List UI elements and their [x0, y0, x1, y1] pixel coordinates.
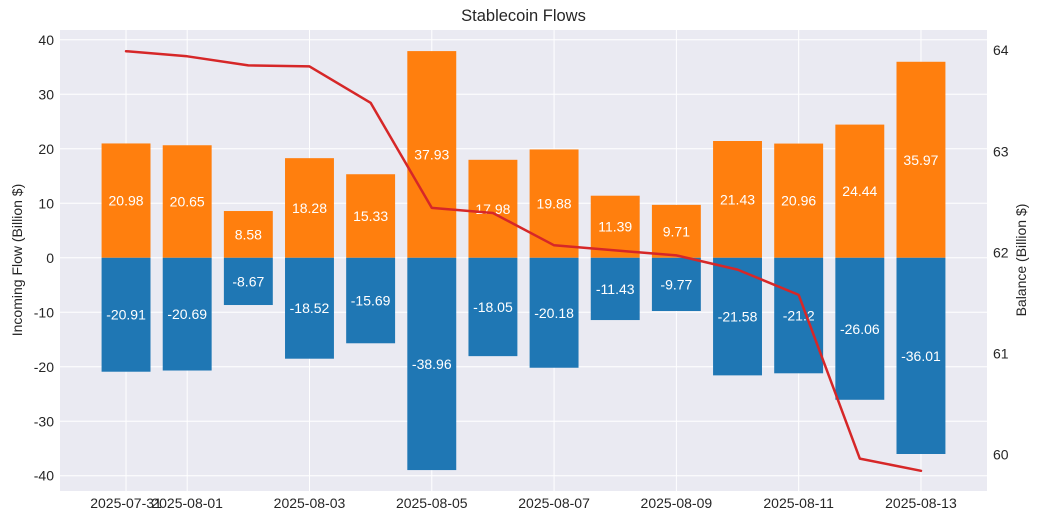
- outflow-bar: [651, 257, 701, 312]
- outflow-bar: [529, 257, 579, 368]
- y2-tick-label: 63: [993, 143, 1009, 159]
- inflow-bar: [774, 143, 824, 258]
- y-tick-label: 40: [38, 32, 54, 48]
- x-tick-label: 2025-08-11: [763, 495, 834, 511]
- outflow-bar: [468, 257, 518, 357]
- x-tick-label: 2025-08-05: [396, 495, 468, 511]
- y-tick-label: -10: [34, 304, 54, 320]
- bar-value-label: 18.28: [292, 200, 327, 216]
- inflow-bar: [835, 124, 885, 258]
- outflow-bar: [346, 257, 396, 344]
- bar-value-label: 11.39: [598, 219, 632, 235]
- x-tick-label: 2025-08-03: [274, 495, 346, 511]
- bar-value-label: 21.43: [720, 191, 755, 207]
- bar-value-label: 19.88: [537, 196, 572, 212]
- bar-value-label: -20.18: [534, 305, 574, 321]
- y2-axis-label: Balance (Billion $): [1013, 204, 1029, 317]
- y2-tick-label: 61: [993, 346, 1009, 362]
- bar-value-label: -21.58: [718, 309, 758, 325]
- y-tick-label: -30: [34, 413, 54, 429]
- y-tick-label: -40: [34, 468, 54, 484]
- inflow-bar: [407, 51, 457, 258]
- bar-value-label: 20.65: [170, 194, 205, 210]
- x-tick-label: 2025-08-07: [518, 495, 590, 511]
- y-tick-label: -20: [34, 359, 54, 375]
- bar-value-label: -20.91: [106, 307, 146, 323]
- x-tick-label: 2025-08-09: [641, 495, 713, 511]
- bar-value-label: -18.05: [473, 299, 513, 315]
- bar-value-label: -21.2: [783, 308, 815, 324]
- inflow-bar: [285, 158, 334, 258]
- tick-labels: -40-30-20-100102030402025-07-312025-08-0…: [34, 32, 1009, 511]
- outflow-bar: [162, 257, 212, 371]
- bar-value-label: 37.93: [414, 146, 449, 162]
- y-tick-label: 0: [46, 250, 54, 266]
- balance-line-layer: [124, 49, 923, 473]
- outflow-bar: [896, 257, 946, 455]
- bar-value-label: -20.69: [167, 306, 207, 322]
- bar-value-label: 20.98: [109, 193, 144, 209]
- outflow-bar: [590, 257, 640, 321]
- bar-value-label: -9.77: [660, 276, 692, 292]
- outflow-bar: [407, 257, 457, 471]
- chart-title: Stablecoin Flows: [461, 7, 586, 25]
- bars: [101, 51, 946, 471]
- x-tick-label: 2025-07-31: [90, 495, 162, 511]
- inflow-bar: [529, 149, 579, 258]
- inflow-bar: [223, 211, 273, 258]
- outflow-bar: [774, 257, 824, 374]
- inflow-bar: [162, 145, 212, 258]
- x-tick-label: 2025-08-01: [151, 495, 223, 511]
- bar-value-label: -15.69: [351, 293, 391, 309]
- bar-value-label: 8.58: [235, 226, 262, 242]
- y-axis-label: Incoming Flow (Billion $): [9, 184, 25, 337]
- bar-value-label: -26.06: [840, 321, 880, 337]
- inflow-bar: [346, 174, 396, 258]
- y-tick-label: 20: [38, 141, 54, 157]
- y2-tick-label: 62: [993, 244, 1009, 260]
- inflow-bar: [590, 195, 640, 258]
- y2-tick-label: 60: [993, 447, 1009, 463]
- bar-value-label: 35.97: [903, 152, 938, 168]
- bar-value-label: -38.96: [412, 356, 452, 372]
- outflow-bar: [835, 257, 885, 400]
- inflow-bar: [468, 159, 518, 258]
- bar-value-label: 24.44: [842, 183, 877, 199]
- outflow-bar: [101, 257, 151, 372]
- bar-value-label: 20.96: [781, 193, 816, 209]
- x-tick-label: 2025-08-13: [885, 495, 957, 511]
- y2-tick-label: 64: [993, 42, 1009, 58]
- inflow-bar: [713, 140, 762, 258]
- outflow-bar: [285, 257, 334, 359]
- plot-area: [60, 30, 987, 491]
- bar-value-label: 15.33: [353, 208, 388, 224]
- balance-line: [124, 49, 923, 473]
- inflow-bar: [101, 143, 151, 258]
- y-tick-label: 30: [38, 86, 54, 102]
- y-tick-label: 10: [38, 195, 54, 211]
- outflow-bar: [223, 257, 273, 306]
- bar-value-label: -36.01: [901, 348, 941, 364]
- bar-value-label: -8.67: [232, 273, 264, 289]
- bar-value-label: 9.71: [663, 223, 690, 239]
- bar-value-label: -11.43: [596, 281, 635, 297]
- inflow-bar: [896, 61, 946, 258]
- inflow-bar: [651, 204, 701, 258]
- bar-value-label: -18.52: [290, 300, 330, 316]
